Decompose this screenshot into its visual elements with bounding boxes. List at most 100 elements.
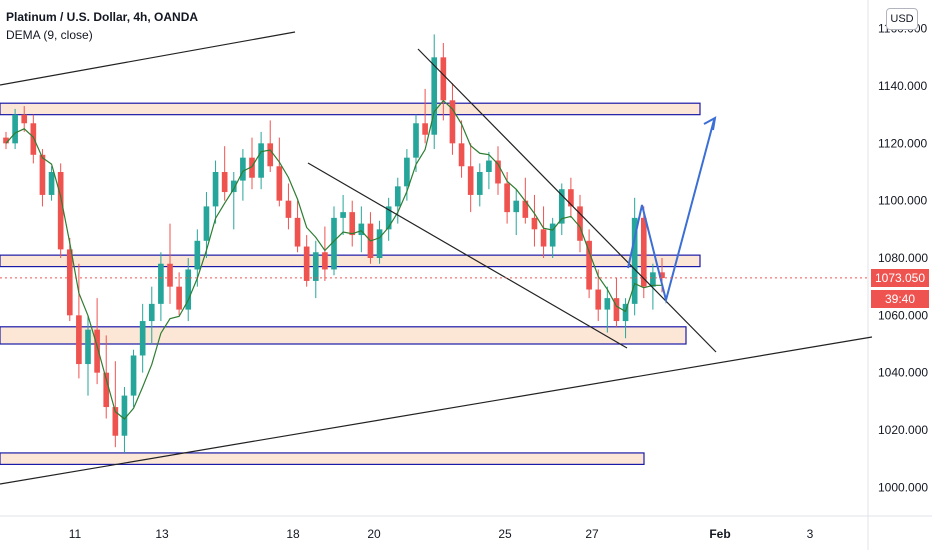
candle-body: [467, 166, 474, 195]
candle-body: [158, 263, 164, 304]
y-tick-label: 1080.000: [878, 251, 928, 265]
candle-body: [57, 172, 64, 250]
candle-body: [449, 100, 456, 144]
candle-body: [659, 272, 665, 279]
candle-body: [121, 395, 128, 436]
trendline-lower-channel: [307, 162, 628, 349]
x-tick-label: 20: [367, 527, 381, 541]
x-tick-label: 27: [585, 527, 599, 541]
candle-body: [595, 289, 602, 310]
support-resistance-zone: [0, 326, 687, 345]
candle-body: [650, 272, 656, 287]
candle-body: [486, 160, 492, 172]
support-resistance-zone: [0, 254, 701, 268]
last-price-tag: 1073.050: [871, 268, 929, 287]
candle-body: [404, 157, 410, 187]
projection-arrowhead: [703, 116, 717, 131]
currency-button[interactable]: USD: [886, 8, 918, 30]
y-tick-label: 1120.000: [878, 136, 927, 150]
candle-body: [30, 123, 37, 155]
dema-line: [5, 99, 663, 420]
candle-body: [631, 217, 638, 304]
candle-body: [513, 200, 520, 213]
trendline-descending: [417, 48, 717, 353]
candle-body: [203, 206, 210, 241]
candle-body: [431, 57, 438, 135]
candle-body: [604, 298, 611, 310]
candle-body: [458, 143, 465, 167]
candle-body: [103, 372, 110, 408]
x-tick-label: 25: [498, 527, 512, 541]
candle-body: [294, 217, 301, 247]
candle-body: [76, 315, 82, 365]
y-tick-label: 1040.000: [878, 366, 928, 380]
candle-body: [285, 200, 292, 218]
candle-body: [577, 206, 583, 241]
trendline-upper-left: [0, 31, 296, 86]
y-tick-label: 1020.000: [878, 423, 928, 437]
candle-body: [148, 303, 155, 322]
candle-body: [540, 229, 547, 247]
candle-body: [66, 249, 73, 316]
candle-body: [586, 240, 592, 290]
x-tick-label: 13: [155, 527, 169, 541]
candle-body: [139, 321, 146, 356]
candle-body: [322, 252, 328, 270]
projection-path: [627, 119, 715, 304]
x-tick-label: Feb: [709, 527, 730, 541]
chart-legend: Platinum / U.S. Dollar, 4h, OANDA DEMA (…: [6, 8, 198, 44]
candle-body: [613, 298, 620, 322]
candle-body: [167, 263, 173, 287]
countdown-tag: 39:40: [871, 289, 929, 308]
candle-body: [267, 143, 274, 167]
candle-body: [331, 217, 337, 270]
candle-body: [531, 217, 538, 230]
y-tick-label: 1060.000: [878, 308, 928, 322]
candle-body: [349, 212, 356, 236]
candle-body: [440, 57, 447, 101]
candle-body: [522, 200, 529, 218]
candle-body: [249, 157, 255, 178]
candle-body: [112, 407, 119, 436]
x-tick-label: 3: [807, 527, 814, 541]
candle-body: [39, 154, 46, 195]
candle-body: [48, 172, 55, 195]
candle-body: [221, 172, 228, 193]
candle-body: [376, 229, 383, 258]
candle-body: [495, 160, 501, 184]
candle-body: [276, 166, 283, 201]
candle-body: [622, 303, 629, 322]
x-tick-label: 11: [69, 527, 82, 541]
candle-body: [568, 189, 574, 207]
candle-body: [94, 329, 100, 373]
candle-body: [130, 355, 137, 396]
candle-body: [385, 206, 392, 230]
candle-body: [303, 246, 310, 281]
support-resistance-zone: [0, 102, 701, 116]
y-tick-label: 1000.000: [878, 480, 928, 494]
candle-body: [258, 143, 264, 178]
candle-body: [3, 137, 9, 144]
candle-body: [312, 252, 319, 281]
symbol-title[interactable]: Platinum / U.S. Dollar, 4h, OANDA: [6, 10, 199, 24]
candle-body: [558, 189, 565, 224]
y-tick-label: 1100.000: [878, 194, 927, 208]
candle-body: [340, 212, 346, 218]
candle-body: [12, 114, 18, 144]
candle-body: [212, 172, 219, 207]
candle-body: [394, 186, 401, 207]
candle-body: [413, 123, 419, 158]
support-resistance-zone: [0, 452, 645, 465]
candle-body: [21, 114, 28, 124]
y-tick-label: 1140.000: [878, 79, 927, 93]
candle-body: [422, 123, 428, 135]
candle-body: [185, 269, 192, 310]
x-tick-label: 18: [286, 527, 300, 541]
candle-body: [230, 180, 237, 193]
candle-body: [504, 183, 510, 213]
indicator-label[interactable]: DEMA (9, close): [6, 28, 93, 42]
candle-body: [176, 286, 182, 310]
candle-body: [549, 223, 556, 247]
candle-body: [358, 223, 365, 236]
